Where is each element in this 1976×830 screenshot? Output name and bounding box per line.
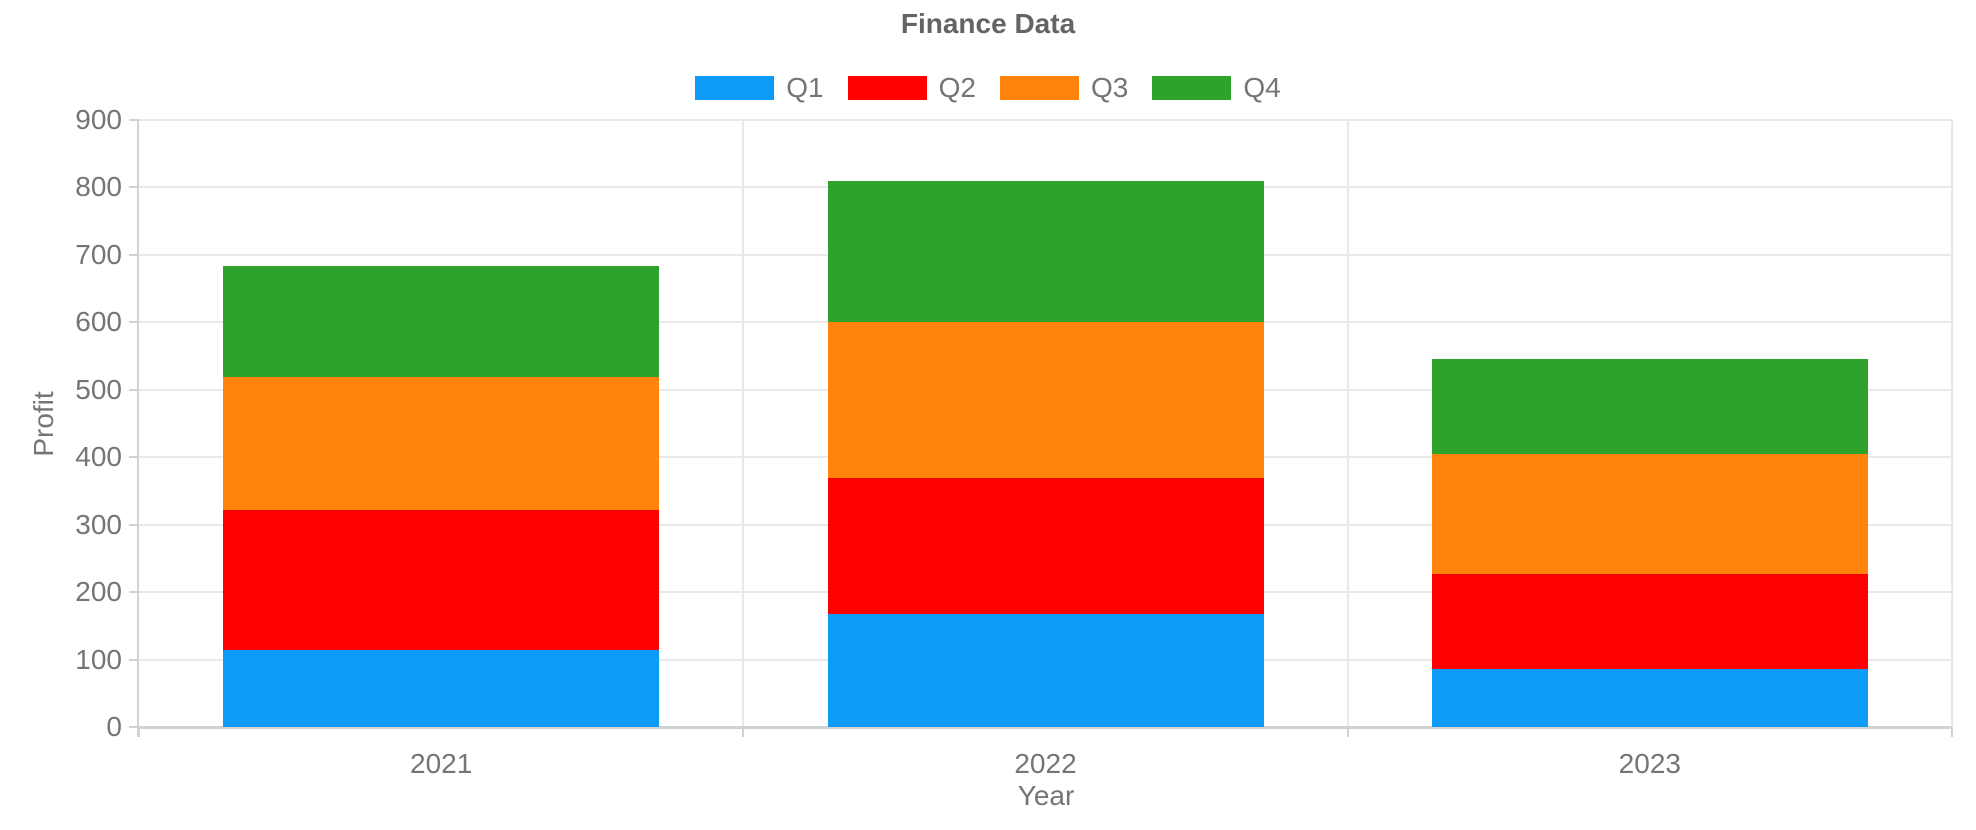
bar-segment-2021-Q4[interactable] xyxy=(223,266,660,377)
y-tick-mark xyxy=(129,726,139,728)
y-tick-mark xyxy=(129,591,139,594)
y-tick-mark xyxy=(129,388,139,391)
legend-swatch-Q2 xyxy=(847,76,927,100)
gridline-vertical xyxy=(742,120,745,727)
y-tick-mark xyxy=(129,253,139,256)
bar-segment-2022-Q1[interactable] xyxy=(827,613,1264,727)
x-tick-label-2023: 2023 xyxy=(1618,748,1681,779)
x-tick-mark xyxy=(138,727,140,737)
legend-label: Q4 xyxy=(1243,72,1281,103)
y-tick-label: 0 xyxy=(106,711,122,742)
bar-segment-2023-Q1[interactable] xyxy=(1431,668,1868,727)
x-tick-mark xyxy=(742,727,745,737)
legend-label: Q1 xyxy=(786,72,824,103)
y-tick-label: 300 xyxy=(75,508,122,540)
chart-title: Finance Data xyxy=(900,8,1076,39)
y-tick-label: 200 xyxy=(75,576,122,608)
y-tick-label: 800 xyxy=(75,171,122,203)
legend-swatch-Q3 xyxy=(1000,76,1079,100)
x-axis-title: Year xyxy=(1017,780,1075,811)
y-axis-title: Profit xyxy=(28,391,59,457)
x-axis-line xyxy=(137,726,1952,729)
y-tick-label: 400 xyxy=(75,441,122,473)
y-tick-label: 500 xyxy=(75,373,122,405)
y-axis-line xyxy=(137,120,139,737)
legend-item-Q4[interactable]: Q4 xyxy=(1152,72,1281,104)
bar-segment-2021-Q3[interactable] xyxy=(223,376,660,510)
x-tick-label-2022: 2022 xyxy=(1014,748,1077,779)
y-tick-mark xyxy=(129,119,139,121)
bar-segment-2023-Q3[interactable] xyxy=(1431,453,1868,574)
gridline-vertical xyxy=(1346,120,1349,727)
x-tick-mark xyxy=(1346,727,1349,737)
y-tick-mark xyxy=(129,456,139,459)
legend-label: Q3 xyxy=(1091,72,1129,103)
legend: Q1 Q2 Q3 Q4 xyxy=(0,72,1976,104)
legend-item-Q2[interactable]: Q2 xyxy=(847,72,976,104)
y-tick-label: 600 xyxy=(75,306,122,338)
y-tick-mark xyxy=(129,186,139,189)
legend-item-Q3[interactable]: Q3 xyxy=(1000,72,1128,104)
bar-segment-2022-Q3[interactable] xyxy=(827,322,1264,479)
y-tick-label: 900 xyxy=(75,104,122,135)
legend-swatch-Q1 xyxy=(695,76,775,100)
legend-swatch-Q4 xyxy=(1152,76,1232,100)
x-tick-mark xyxy=(1951,727,1953,737)
bar-segment-2022-Q4[interactable] xyxy=(827,181,1264,323)
y-tick-label: 100 xyxy=(75,643,122,675)
y-tick-mark xyxy=(129,523,139,526)
bar-segment-2023-Q2[interactable] xyxy=(1431,573,1868,669)
bar-segment-2022-Q2[interactable] xyxy=(827,478,1264,614)
x-tick-label-2021: 2021 xyxy=(410,748,473,779)
bar-segment-2023-Q4[interactable] xyxy=(1431,359,1868,454)
bar-segment-2021-Q1[interactable] xyxy=(223,650,660,727)
gridline-horizontal xyxy=(139,119,1952,121)
legend-item-Q1[interactable]: Q1 xyxy=(695,72,824,104)
gridline-vertical xyxy=(1951,120,1953,727)
y-tick-mark xyxy=(129,658,139,661)
y-tick-label: 700 xyxy=(75,238,122,270)
bar-segment-2021-Q2[interactable] xyxy=(223,509,660,651)
y-tick-mark xyxy=(129,321,139,324)
legend-label: Q2 xyxy=(938,72,976,103)
